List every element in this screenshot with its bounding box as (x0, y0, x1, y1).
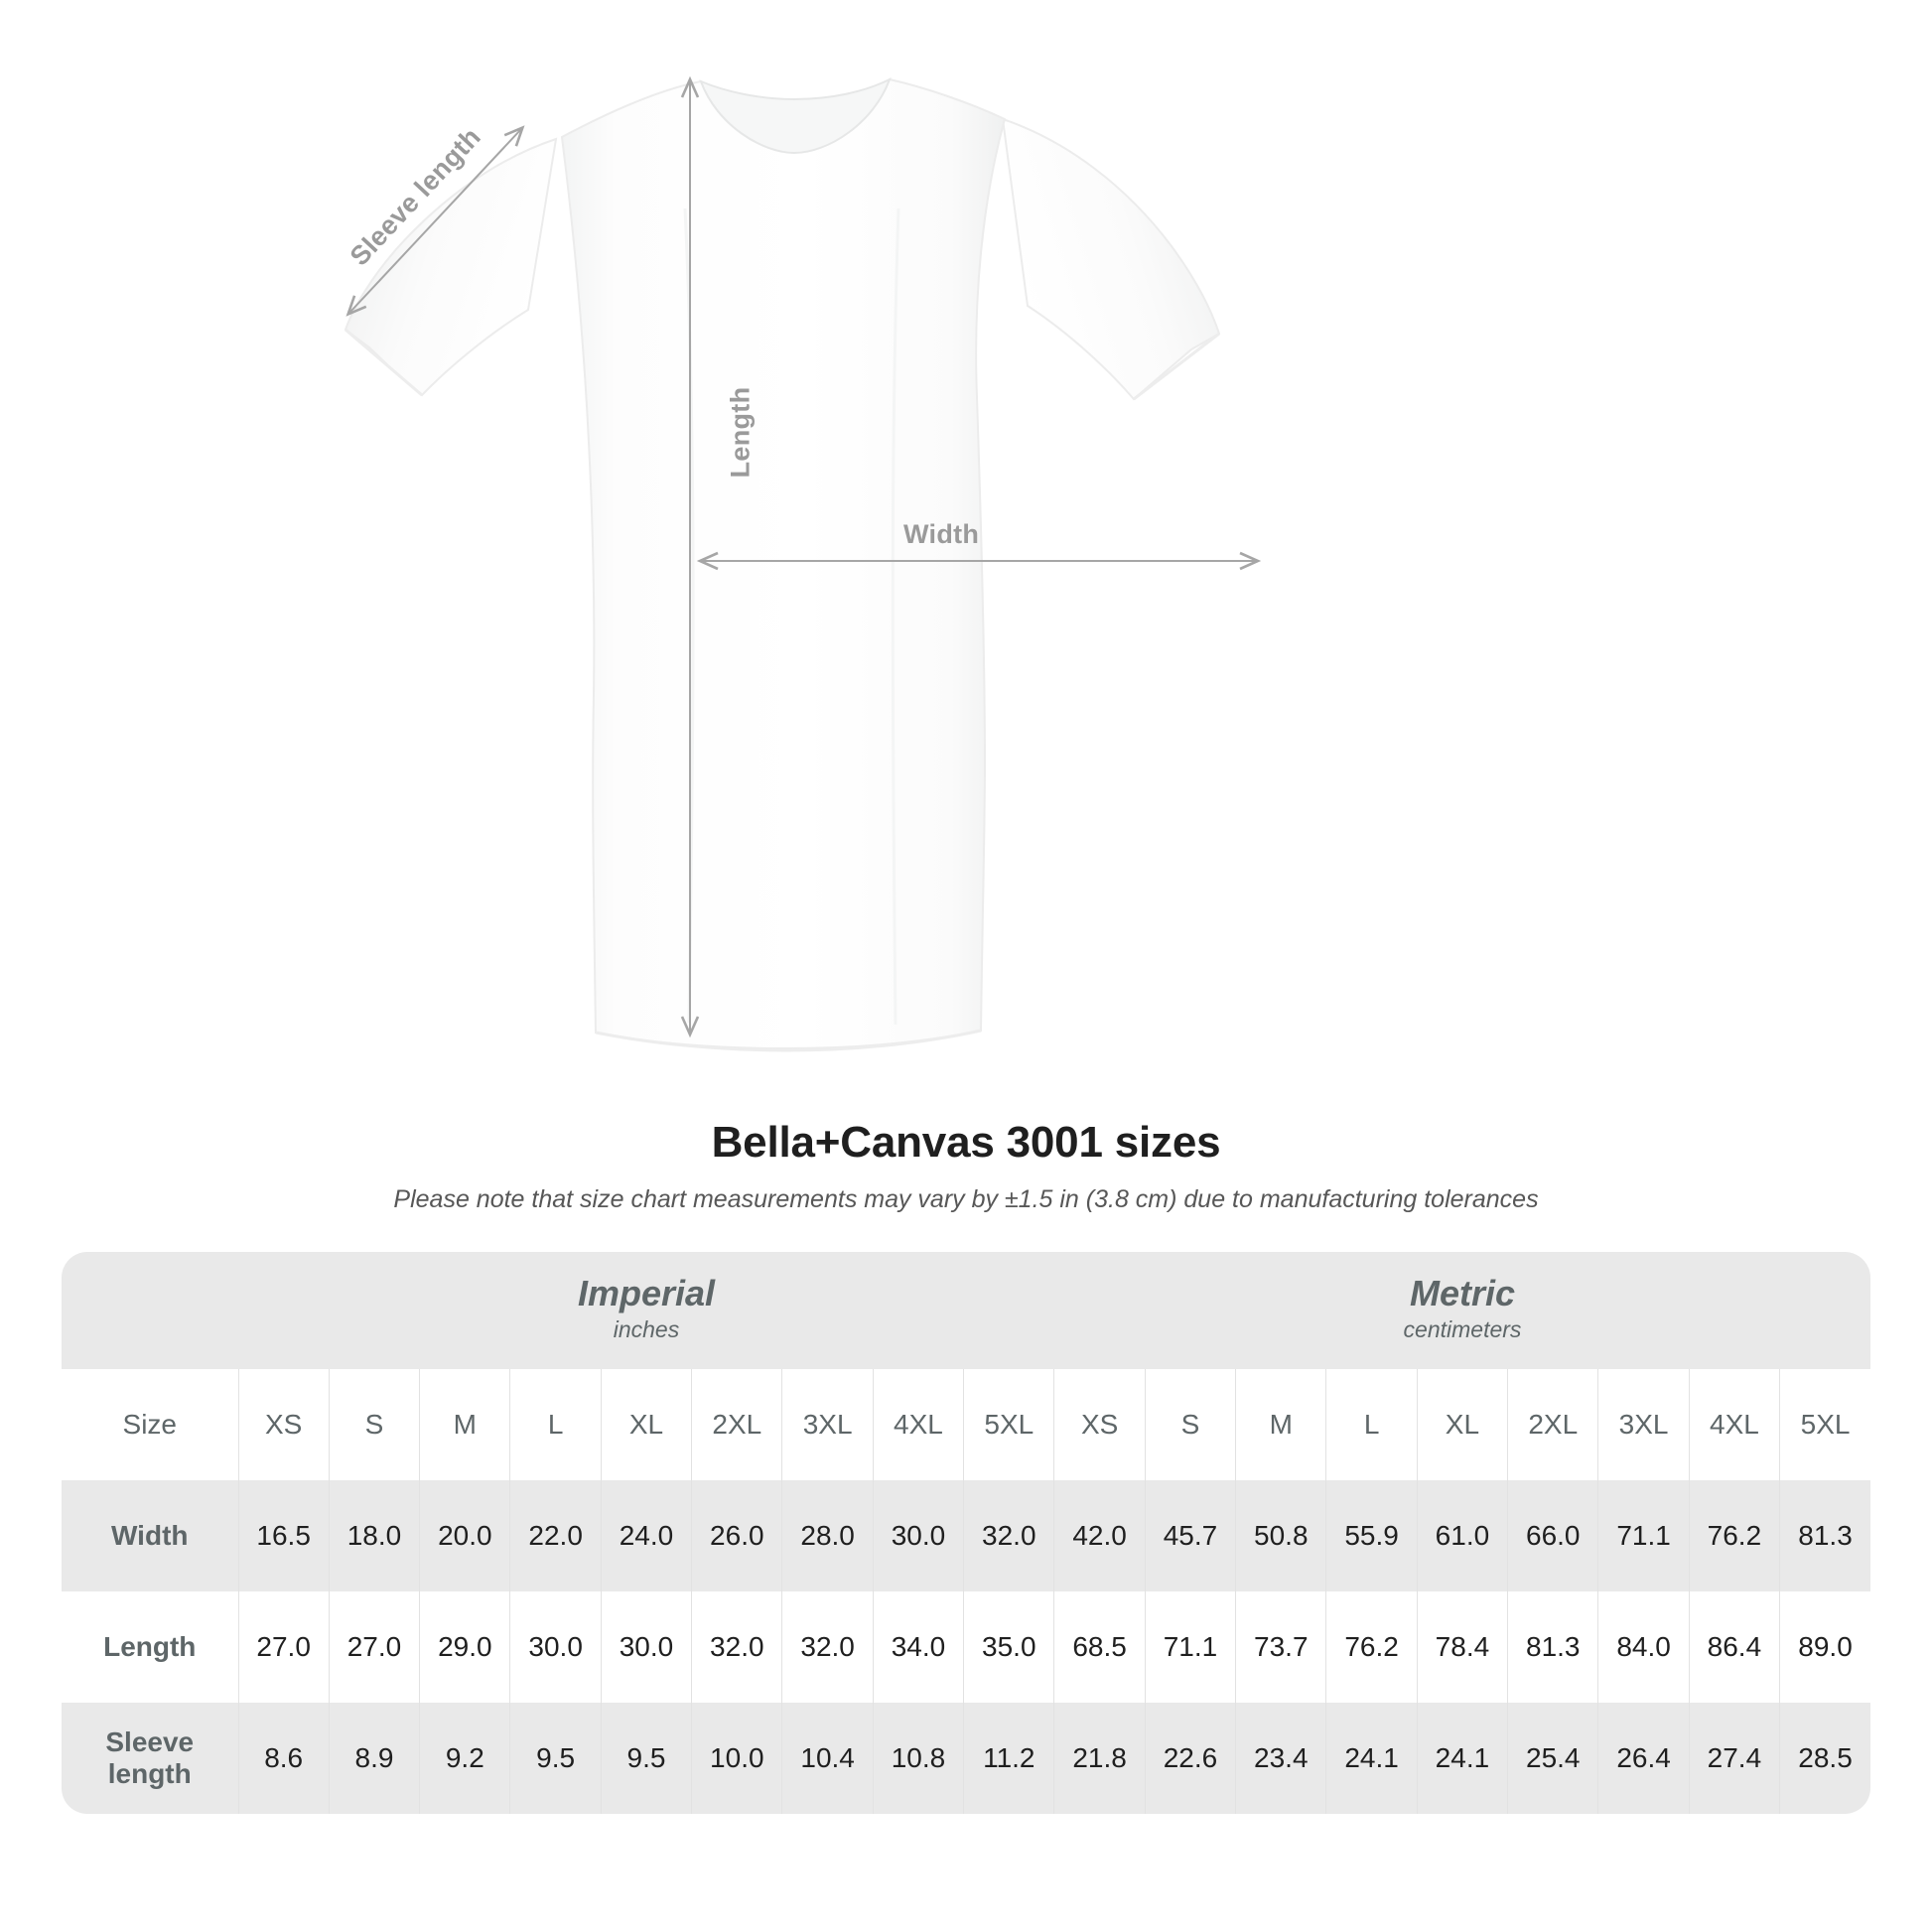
measure-cell: 9.2 (419, 1703, 511, 1814)
measure-cell: 22.6 (1145, 1703, 1237, 1814)
measure-cell: 24.1 (1417, 1703, 1509, 1814)
length-label: Length (725, 386, 756, 479)
table-row: Length 27.0 27.0 29.0 30.0 30.0 32.0 32.0 34.0 35… (62, 1591, 1870, 1703)
tshirt-diagram: Sleeve length Length Width (344, 75, 1262, 1052)
measure-cell: 71.1 (1145, 1591, 1237, 1703)
measure-cell: 21.8 (1053, 1703, 1146, 1814)
table-row: Sleeve length 8.6 8.9 9.2 9.5 9.5 10.0 10.4 10.8… (62, 1703, 1870, 1814)
size-table-wrapper: Imperial inches Metric centimeters Size XS S… (62, 1252, 1870, 1814)
measure-cell: 42.0 (1053, 1480, 1146, 1591)
size-column-header: 2XL (691, 1369, 783, 1480)
measure-cell: 45.7 (1145, 1480, 1237, 1591)
measure-cell: 10.4 (781, 1703, 874, 1814)
size-column-header: 5XL (1779, 1369, 1870, 1480)
measure-cell: 24.1 (1325, 1703, 1418, 1814)
measure-cell: 26.0 (691, 1480, 783, 1591)
measure-cell: 81.3 (1507, 1591, 1599, 1703)
size-column-header: XL (1417, 1369, 1509, 1480)
unit-group-sub: inches (613, 1315, 680, 1342)
measure-cell: 30.0 (873, 1480, 965, 1591)
unit-group-name: Imperial (577, 1272, 715, 1313)
measure-cell: 9.5 (509, 1703, 602, 1814)
measure-cell: 10.8 (873, 1703, 965, 1814)
size-header-label: Size (62, 1369, 239, 1480)
width-label: Width (903, 519, 980, 549)
measure-cell: 8.9 (329, 1703, 421, 1814)
size-header-row: Size XS S M L XL 2XL 3XL 4XL 5XL XS S M L XL 2XL 3XL 4XL… (62, 1369, 1870, 1480)
sleeve-length-arrow (345, 125, 525, 317)
measure-cell: 86.4 (1689, 1591, 1781, 1703)
size-column-header: 5XL (963, 1369, 1055, 1480)
unit-group-name: Metric (1409, 1272, 1515, 1313)
measure-cell: 18.0 (329, 1480, 421, 1591)
measure-cell: 29.0 (419, 1591, 511, 1703)
unit-group-imperial: Imperial inches (238, 1252, 1054, 1369)
measure-cell: 66.0 (1507, 1480, 1599, 1591)
size-column-header: XS (238, 1369, 330, 1480)
measure-cell: 71.1 (1597, 1480, 1690, 1591)
measure-cell: 22.0 (509, 1480, 602, 1591)
tolerance-note: Please note that size chart measurements… (393, 1185, 1539, 1213)
size-column-header: 4XL (1689, 1369, 1781, 1480)
measure-cell: 76.2 (1325, 1591, 1418, 1703)
measure-cell: 78.4 (1417, 1591, 1509, 1703)
measure-cell: 27.0 (238, 1591, 330, 1703)
measure-row-label: Sleeve length (62, 1703, 239, 1814)
measure-cell: 20.0 (419, 1480, 511, 1591)
measure-cell: 81.3 (1779, 1480, 1870, 1591)
measure-cell: 11.2 (963, 1703, 1055, 1814)
measure-row-label: Width (62, 1480, 239, 1591)
measure-cell: 25.4 (1507, 1703, 1599, 1814)
measure-cell: 89.0 (1779, 1591, 1870, 1703)
measure-cell: 8.6 (238, 1703, 330, 1814)
measure-cell: 50.8 (1235, 1480, 1327, 1591)
measure-cell: 32.0 (781, 1591, 874, 1703)
size-column-header: 4XL (873, 1369, 965, 1480)
measure-cell: 27.4 (1689, 1703, 1781, 1814)
size-column-header: M (419, 1369, 511, 1480)
measure-cell: 32.0 (963, 1480, 1055, 1591)
measure-cell: 28.5 (1779, 1703, 1870, 1814)
title-block: Bella+Canvas 3001 sizes Please note that… (0, 1118, 1932, 1214)
size-column-header: L (509, 1369, 602, 1480)
table-row: Width 16.5 18.0 20.0 22.0 24.0 26.0 28.0 30.0 32.… (62, 1480, 1870, 1591)
measure-cell: 24.0 (601, 1480, 693, 1591)
measure-row-label: Length (62, 1591, 239, 1703)
measure-cell: 30.0 (601, 1591, 693, 1703)
size-column-header: 2XL (1507, 1369, 1599, 1480)
measure-cell: 73.7 (1235, 1591, 1327, 1703)
measure-cell: 76.2 (1689, 1480, 1781, 1591)
size-column-header: XS (1053, 1369, 1146, 1480)
size-column-header: S (1145, 1369, 1237, 1480)
measure-cell: 30.0 (509, 1591, 602, 1703)
size-column-header: 3XL (1597, 1369, 1690, 1480)
unit-group-sub: centimeters (1403, 1315, 1522, 1342)
measure-cell: 10.0 (691, 1703, 783, 1814)
size-column-header: S (329, 1369, 421, 1480)
tshirt-shape (344, 76, 1221, 1052)
size-column-header: L (1325, 1369, 1418, 1480)
measure-cell: 32.0 (691, 1591, 783, 1703)
measure-cell: 35.0 (963, 1591, 1055, 1703)
measure-cell: 68.5 (1053, 1591, 1146, 1703)
size-column-header: M (1235, 1369, 1327, 1480)
measure-cell: 84.0 (1597, 1591, 1690, 1703)
measure-cell: 26.4 (1597, 1703, 1690, 1814)
unit-group-metric: Metric centimeters (1053, 1252, 1870, 1369)
unit-banner-spacer (62, 1252, 238, 1369)
measure-cell: 28.0 (781, 1480, 874, 1591)
measure-cell: 23.4 (1235, 1703, 1327, 1814)
measure-cell: 61.0 (1417, 1480, 1509, 1591)
measure-cell: 27.0 (329, 1591, 421, 1703)
measure-cell: 9.5 (601, 1703, 693, 1814)
size-column-header: XL (601, 1369, 693, 1480)
measure-cell: 34.0 (873, 1591, 965, 1703)
unit-banner-row: Imperial inches Metric centimeters (62, 1252, 1870, 1369)
page-title: Bella+Canvas 3001 sizes (711, 1118, 1221, 1167)
measure-cell: 16.5 (238, 1480, 330, 1591)
size-chart-table: Imperial inches Metric centimeters Size XS S… (62, 1252, 1870, 1814)
measure-cell: 55.9 (1325, 1480, 1418, 1591)
tshirt-illustration (344, 75, 1262, 1052)
size-column-header: 3XL (781, 1369, 874, 1480)
